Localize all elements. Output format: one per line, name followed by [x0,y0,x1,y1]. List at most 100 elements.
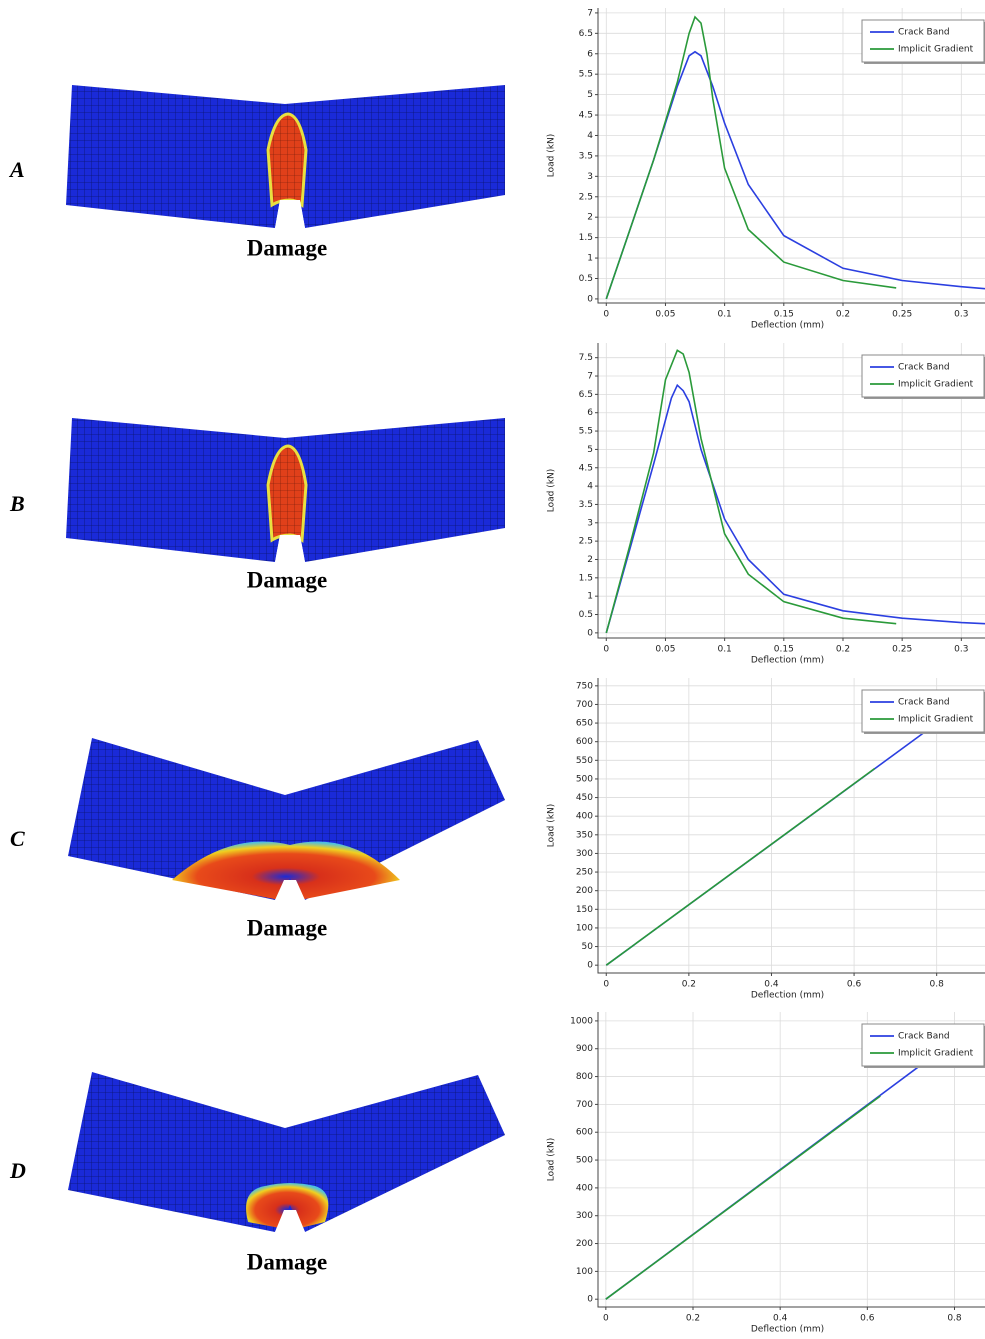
y-tick-label: 3 [587,518,593,528]
y-tick-label: 400 [576,1183,593,1193]
panel-caption: Damage [247,235,327,260]
beam-c [68,738,505,900]
y-tick-label: 5 [587,90,593,100]
y-tick-label: 700 [576,1100,593,1110]
y-tick-label: 2 [587,213,593,223]
x-tick-label: 0.15 [774,645,794,655]
x-tick-label: 0.25 [892,310,912,320]
x-axis-label: Deflection (mm) [751,656,824,666]
y-tick-label: 750 [576,681,593,691]
y-tick-label: 900 [576,1044,593,1054]
y-tick-label: 6.5 [579,390,593,400]
y-tick-label: 450 [576,793,593,803]
y-tick-label: 650 [576,719,593,729]
y-tick-label: 5.5 [579,70,593,80]
panel-letter: A [8,157,25,182]
y-tick-label: 4.5 [579,111,593,121]
x-tick-label: 0.8 [930,980,945,990]
x-tick-label: 0.3 [954,310,968,320]
series-line [606,769,874,966]
x-tick-label: 0.2 [836,645,850,655]
x-tick-label: 0.8 [947,1314,962,1324]
legend-box [862,355,984,397]
y-tick-label: 0.5 [579,274,593,284]
panel-caption: Damage [247,567,327,592]
beam-b [66,418,505,562]
x-tick-label: 0.15 [774,310,794,320]
legend-label: Implicit Gradient [898,45,974,55]
y-tick-label: 3.5 [579,500,593,510]
y-tick-label: 2.5 [579,537,593,547]
y-tick-label: 7.5 [579,353,593,363]
x-axis-label: Deflection (mm) [751,1325,824,1335]
y-tick-label: 150 [576,905,593,915]
y-tick-label: 100 [576,923,593,933]
y-tick-label: 5.5 [579,427,593,437]
y-axis-label: Load (kN) [547,134,557,177]
panel-letter: B [9,491,25,516]
y-axis-label: Load (kN) [547,469,557,512]
x-tick-label: 0.4 [773,1314,788,1324]
beam-a [66,85,505,228]
y-tick-label: 3 [587,172,593,182]
y-axis-label: Load (kN) [547,804,557,847]
y-tick-label: 4.5 [579,463,593,473]
y-tick-label: 100 [576,1267,593,1277]
panel-letter: D [9,1158,26,1183]
x-axis-label: Deflection (mm) [751,991,824,1001]
y-tick-label: 7 [587,372,593,382]
y-tick-label: 800 [576,1072,593,1082]
y-tick-label: 300 [576,849,593,859]
series-line [606,17,896,299]
y-tick-label: 200 [576,886,593,896]
legend-box [862,20,984,62]
y-tick-label: 1.5 [579,233,593,243]
y-tick-label: 250 [576,868,593,878]
legend-box [862,690,984,732]
y-axis-label: Load (kN) [547,1138,557,1181]
y-tick-label: 600 [576,1128,593,1138]
y-tick-label: 350 [576,830,593,840]
series-line [606,385,985,633]
y-tick-label: 700 [576,700,593,710]
y-tick-label: 0 [587,1295,593,1305]
x-tick-label: 0.2 [682,980,696,990]
y-tick-label: 0 [587,961,593,971]
y-tick-label: 6 [587,49,593,59]
y-tick-label: 1.5 [579,573,593,583]
panel-letter: C [10,826,25,851]
y-tick-label: 50 [582,942,594,952]
y-tick-label: 6.5 [579,29,593,39]
legend-label: Implicit Gradient [898,715,974,725]
y-tick-label: 1 [587,254,593,264]
x-tick-label: 0.25 [892,645,912,655]
x-tick-label: 0.1 [717,645,731,655]
y-tick-label: 0 [587,294,593,304]
x-tick-label: 0.2 [686,1314,700,1324]
x-tick-label: 0 [603,980,609,990]
legend-label: Implicit Gradient [898,380,974,390]
y-tick-label: 0 [587,628,593,638]
x-tick-label: 0.3 [954,645,968,655]
y-tick-label: 400 [576,812,593,822]
legend-label: Implicit Gradient [898,1049,974,1059]
x-tick-label: 0.05 [655,310,675,320]
y-tick-label: 2 [587,555,593,565]
y-tick-label: 200 [576,1239,593,1249]
y-tick-label: 7 [587,8,593,18]
figure: A Damage B Damage C Damage D Damage 00.5… [0,0,985,1339]
y-tick-label: 0.5 [579,610,593,620]
x-tick-label: 0.2 [836,310,850,320]
x-tick-label: 0.05 [655,645,675,655]
legend-label: Crack Band [898,698,950,708]
y-tick-label: 4 [587,131,593,141]
x-tick-label: 0 [603,1314,609,1324]
series-line [606,1096,881,1299]
charts: 0 0.5 1 1.5 2 2.5 3 3.5 4 4.5 5 5.5 6 6.5 7 0 0.05 0.1 0.1… [547,8,985,1335]
x-tick-label: 0.6 [847,980,862,990]
y-tick-label: 500 [576,1156,593,1166]
y-tick-label: 2.5 [579,192,593,202]
x-tick-label: 0 [603,645,609,655]
y-tick-label: 1000 [570,1016,593,1026]
y-tick-label: 4 [587,482,593,492]
